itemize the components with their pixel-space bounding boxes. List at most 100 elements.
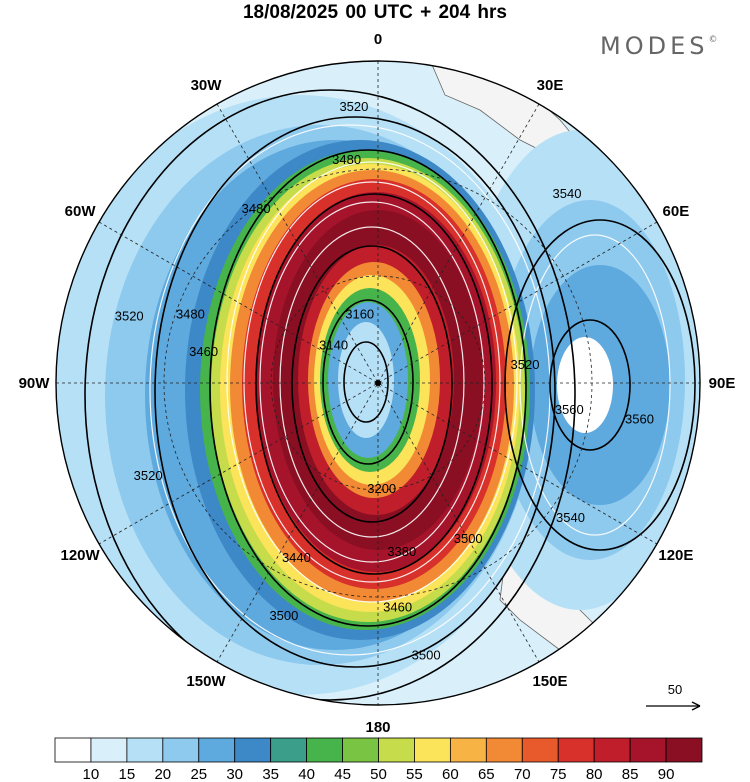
contour-label: 3520: [339, 99, 368, 114]
colorbar-swatch: [234, 737, 272, 763]
contour-label: 3460: [383, 600, 412, 615]
contour-label: 3200: [367, 481, 396, 496]
contour-label: 3560: [625, 412, 654, 427]
contour-label: 3540: [556, 510, 585, 525]
lon-label: 90E: [709, 375, 736, 392]
colorbar-swatch: [198, 737, 236, 763]
colorbar-swatch: [270, 737, 308, 763]
lon-label: 90W: [19, 375, 51, 392]
colorbar-tick-label: 35: [262, 766, 279, 782]
colorbar-tick-label: 60: [442, 766, 459, 782]
colorbar: 10 15 20 25 30 35 40 45 50 55 60 65 70 75 80 85 90: [54, 737, 703, 782]
contour-label-text: 3520: [339, 99, 368, 114]
colorbar-tick-label: 30: [226, 766, 243, 782]
contour-label-text: 3500: [412, 648, 441, 663]
colorbar-swatch: [557, 737, 595, 763]
colorbar-tick-label: 65: [478, 766, 495, 782]
contour-label-text: 3540: [553, 186, 582, 201]
contour-label-text: 3520: [511, 357, 540, 372]
contour-label-text: 3480: [176, 307, 205, 322]
contour-label-text: 3460: [383, 600, 412, 615]
brand-name: MODES: [600, 32, 709, 60]
contour-label: 3500: [269, 608, 298, 623]
contour-label: 3440: [282, 550, 311, 565]
height-contours: [84, 89, 696, 701]
colorbar-tick-label: 20: [154, 766, 171, 782]
contour-label: 3560: [555, 402, 584, 417]
map-title: 18/08/2025 00 UTC + 204 hrs: [242, 2, 508, 23]
contour-label-text: 3500: [454, 531, 483, 546]
colorbar-swatch: [485, 737, 523, 763]
contour-label: 3140: [319, 338, 348, 353]
contour-label-text: 3440: [282, 550, 311, 565]
contour-label: 3160: [345, 307, 374, 322]
colorbar-tick-label: 25: [190, 766, 207, 782]
colorbar-swatch: [665, 737, 703, 763]
lon-label: 120W: [61, 547, 101, 564]
colorbar-tick-label: 90: [658, 766, 675, 782]
contour-labels: 3520 3480 3480 3540 3520 3480 3460 3160 3140 3560…: [115, 99, 654, 663]
contour-label-text: 3200: [367, 481, 396, 496]
brand-logo: MODES©: [600, 32, 717, 60]
contour-label: 3520: [115, 308, 144, 323]
colorbar-tick-label: 70: [514, 766, 531, 782]
contour-label-text: 3520: [115, 308, 144, 323]
colorbar-swatch: [629, 737, 667, 763]
contour-label-text: 3560: [555, 402, 584, 417]
contour-label: 3380: [387, 544, 416, 559]
contour-label: 3500: [412, 648, 441, 663]
contour-label-text: 3500: [269, 608, 298, 623]
lon-label: 60E: [663, 203, 690, 220]
map-border: [55, 60, 701, 706]
contour-label-text: 3560: [625, 412, 654, 427]
graticule: [56, 61, 700, 705]
contour-label-text: 3160: [345, 307, 374, 322]
colorbar-swatch: [54, 737, 92, 763]
colorbar-swatch: [521, 737, 559, 763]
contour-label-text: 3460: [189, 344, 218, 359]
contour-label: 3480: [242, 201, 271, 216]
colorbar-tick-label: 45: [334, 766, 351, 782]
colorbar-tick-label: 80: [586, 766, 603, 782]
contour-label: 3520: [511, 357, 540, 372]
contour-label-text: 3380: [387, 544, 416, 559]
colorbar-tick-label: 85: [622, 766, 639, 782]
contour-label-text: 3540: [556, 510, 585, 525]
colorbar-swatch: [593, 737, 631, 763]
contour-label: 3500: [454, 531, 483, 546]
lon-label: 150E: [532, 673, 567, 690]
colorbar-tick-label: 10: [83, 766, 100, 782]
colorbar-swatch: [90, 737, 128, 763]
vector-key: 50: [646, 682, 701, 711]
lon-label: 60W: [65, 203, 97, 220]
contour-label: 3520: [134, 468, 163, 483]
colorbar-swatch: [378, 737, 415, 763]
contour-label: 3540: [553, 186, 582, 201]
lon-label: 30E: [537, 77, 564, 94]
colorbar-tick-label: 50: [370, 766, 387, 782]
lon-label: 0: [374, 31, 382, 48]
colorbar-tick-label: 75: [550, 766, 567, 782]
contour-label-text: 3480: [242, 201, 271, 216]
longitude-labels: 0 30E 60E 90E 120E 150E 180 150W 120W 90W 60W 30W: [19, 31, 736, 736]
map-disc: [56, 61, 700, 705]
colorbar-swatch: [414, 737, 451, 763]
contour-label-text: 3480: [332, 152, 361, 167]
colorbar-swatch: [306, 737, 343, 763]
contour-label: 3460: [189, 344, 218, 359]
lon-label: 180: [365, 719, 390, 736]
colorbar-swatch: [342, 737, 379, 763]
colorbar-swatch: [126, 737, 164, 763]
copyright-mark: ©: [708, 35, 718, 45]
colorbar-tick-label: 40: [298, 766, 315, 782]
colorbar-swatch: [162, 737, 200, 763]
colorbar-swatch: [449, 737, 487, 763]
vector-key-value: 50: [668, 682, 682, 697]
lon-label: 150W: [186, 673, 226, 690]
colorbar-tick-label: 15: [119, 766, 136, 782]
lon-label: 120E: [658, 547, 693, 564]
contour-label: 3480: [332, 152, 361, 167]
lon-label: 30W: [191, 77, 223, 94]
colorbar-tick-label: 55: [406, 766, 423, 782]
